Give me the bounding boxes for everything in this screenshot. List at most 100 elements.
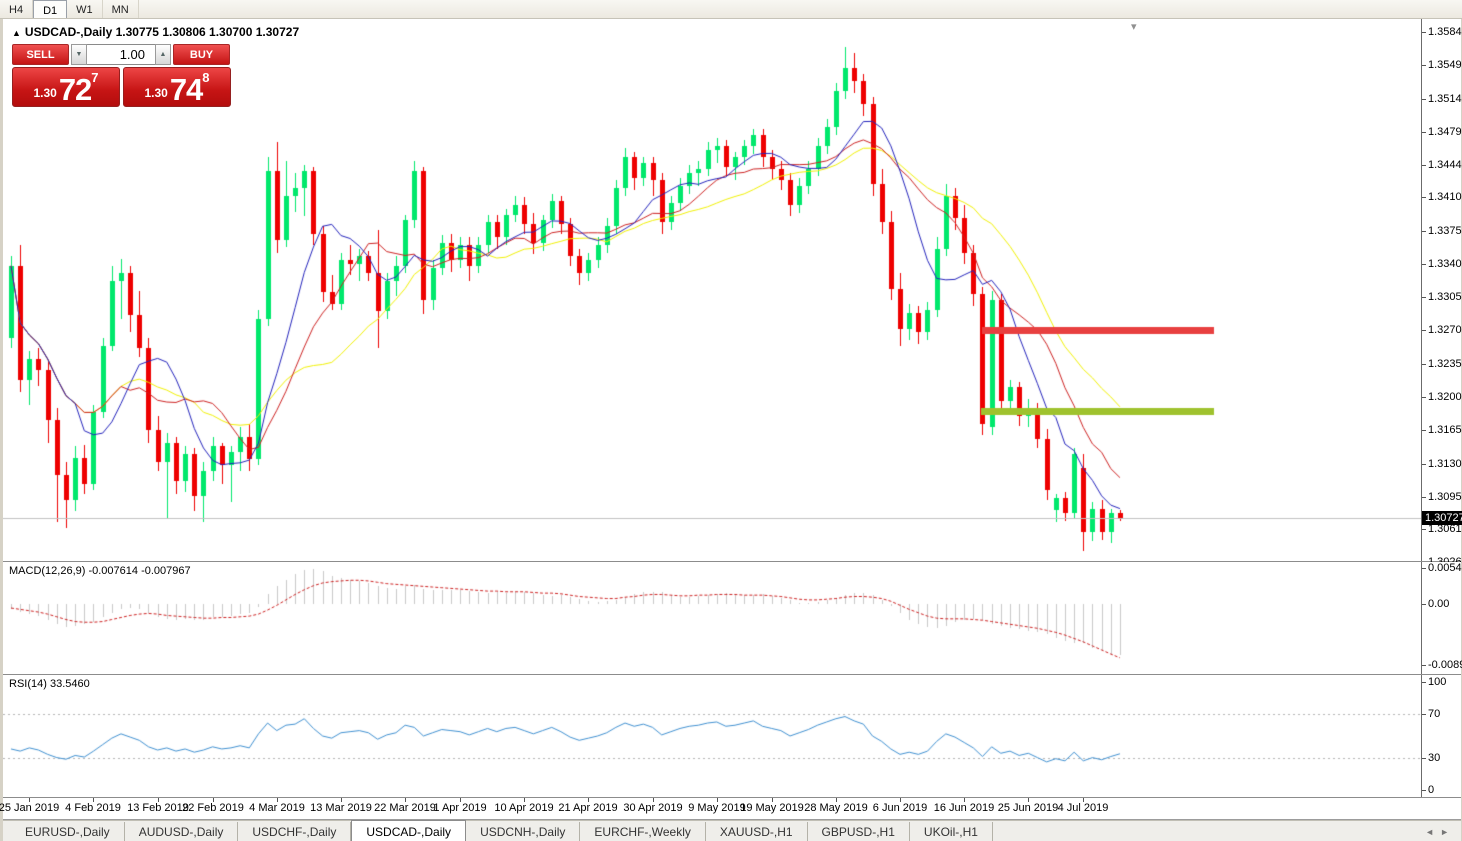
- time-axis-label: 25 Jun 2019: [997, 802, 1059, 814]
- time-axis-tick-mark: [588, 798, 589, 802]
- time-axis-label: 6 Jun 2019: [872, 802, 928, 814]
- time-axis-label: 13 Mar 2019: [310, 802, 372, 814]
- timeframe-button-d1[interactable]: D1: [33, 0, 68, 18]
- price-axis-tick: 1.35840: [1422, 26, 1462, 38]
- price-axis-tick: 1.33750: [1422, 225, 1462, 237]
- rsi-axis-tick: 0: [1422, 784, 1434, 796]
- price-axis-tick: 1.32350: [1422, 358, 1462, 370]
- chart-tab-gbpusdh1[interactable]: GBPUSD-,H1: [808, 822, 910, 841]
- one-click-trading-panel: SELL ▼ ▲ BUY 1.30 72 7 1.30 74 8: [12, 44, 234, 107]
- price-axis-tick: 1.34440: [1422, 159, 1462, 171]
- rsi-pane: RSI(14) 33.5460 100 70 30 0: [3, 675, 1461, 798]
- time-axis-tick-mark: [277, 798, 278, 802]
- sell-price-prefix: 1.30: [33, 86, 57, 100]
- tab-scroll-right-icon[interactable]: ►: [1440, 827, 1455, 837]
- chart-shift-marker-icon[interactable]: ▾: [1131, 21, 1137, 33]
- time-axis-label: 4 Jul 2019: [1057, 802, 1109, 814]
- time-axis-label: 1 Apr 2019: [433, 802, 487, 814]
- macd-label: MACD(12,26,9) -0.007614 -0.007967: [9, 565, 191, 577]
- sell-button[interactable]: SELL: [12, 44, 69, 65]
- macd-chart-canvas[interactable]: [3, 562, 1425, 675]
- time-axis-tick-mark: [29, 798, 30, 802]
- lot-decrease-button[interactable]: ▼: [71, 44, 87, 65]
- time-axis-tick-mark: [772, 798, 773, 802]
- chart-window: ▲ USDCAD-,Daily 1.30775 1.30806 1.30700 1…: [0, 19, 1462, 841]
- price-axis-tick: 1.33050: [1422, 291, 1462, 303]
- time-axis-tick-mark: [405, 798, 406, 802]
- time-axis-tick-mark: [653, 798, 654, 802]
- price-axis-tick: 1.31650: [1422, 424, 1462, 436]
- time-axis-tick-mark: [341, 798, 342, 802]
- price-axis-tick: 1.30610: [1422, 523, 1462, 535]
- time-axis-label: 30 Apr 2019: [623, 802, 683, 814]
- time-axis-label: 22 Feb 2019: [182, 802, 244, 814]
- chart-tab-eurchfweekly[interactable]: EURCHF-,Weekly: [580, 822, 706, 841]
- time-axis-tick-mark: [93, 798, 94, 802]
- time-axis[interactable]: 25 Jan 2019 4 Feb 2019 13 Feb 2019 22 Feb 2…: [0, 798, 1461, 820]
- chart-tab-usdcnhdaily[interactable]: USDCNH-,Daily: [466, 822, 581, 841]
- timeframe-button-mn[interactable]: MN: [103, 0, 139, 18]
- time-axis-tick-mark: [1028, 798, 1029, 802]
- rsi-axis[interactable]: 100 70 30 0: [1421, 675, 1461, 797]
- time-axis-label: 4 Feb 2019: [65, 802, 121, 814]
- time-axis-tick-mark: [717, 798, 718, 802]
- rsi-axis-tick: 100: [1422, 676, 1446, 688]
- time-axis-label: 25 Jan 2019: [0, 802, 60, 814]
- price-chart-canvas[interactable]: [3, 19, 1425, 562]
- time-axis-label: 13 Feb 2019: [127, 802, 189, 814]
- lot-size-input[interactable]: [87, 44, 155, 65]
- tab-scroll-arrows[interactable]: ◄►: [1425, 827, 1455, 837]
- chart-tab-eurusddaily[interactable]: EURUSD-,Daily: [11, 822, 125, 841]
- time-axis-tick-mark: [158, 798, 159, 802]
- buy-quote-panel[interactable]: 1.30 74 8: [123, 67, 231, 107]
- buy-price-pip: 8: [202, 70, 210, 85]
- time-axis-tick-mark: [964, 798, 965, 802]
- time-axis-tick-mark: [524, 798, 525, 802]
- macd-axis[interactable]: 0.005484 0.00 -0.00897: [1421, 562, 1462, 674]
- chart-tab-xauusdh1[interactable]: XAUUSD-,H1: [706, 822, 808, 841]
- chart-tab-usdcaddaily[interactable]: USDCAD-,Daily: [351, 820, 467, 841]
- lot-increase-button[interactable]: ▲: [155, 44, 171, 65]
- time-axis-label: 28 May 2019: [804, 802, 868, 814]
- price-axis-tick: 1.33400: [1422, 258, 1462, 270]
- current-price-tag: 1.30727: [1422, 510, 1462, 525]
- time-axis-tick-mark: [836, 798, 837, 802]
- time-axis-label: 19 May 2019: [740, 802, 804, 814]
- price-axis-tick: 1.35140: [1422, 93, 1462, 105]
- buy-button[interactable]: BUY: [173, 44, 230, 65]
- macd-axis-tick: -0.00897: [1422, 659, 1462, 671]
- collapse-triangle-icon[interactable]: ▲: [12, 28, 21, 38]
- time-axis-tick-mark: [460, 798, 461, 802]
- price-axis-tick: 1.34100: [1422, 191, 1462, 203]
- timeframe-button-w1[interactable]: W1: [67, 0, 103, 18]
- sell-quote-panel[interactable]: 1.30 72 7: [12, 67, 120, 107]
- price-axis-tick: 1.32700: [1422, 324, 1462, 336]
- rsi-label: RSI(14) 33.5460: [9, 678, 90, 690]
- time-axis-tick-mark: [900, 798, 901, 802]
- timeframe-button-h4[interactable]: H4: [0, 0, 34, 18]
- macd-axis-tick: 0.005484: [1422, 562, 1462, 574]
- time-axis-tick-mark: [213, 798, 214, 802]
- rsi-axis-tick: 30: [1422, 752, 1440, 764]
- price-axis-tick: 1.35490: [1422, 59, 1462, 71]
- chart-tab-usdchfdaily[interactable]: USDCHF-,Daily: [238, 822, 352, 841]
- chart-title: ▲ USDCAD-,Daily 1.30775 1.30806 1.30700 1…: [12, 25, 299, 39]
- sell-price-big: 72: [58, 71, 92, 107]
- timeframe-toolbar: H4 D1 W1 MN: [0, 0, 1462, 19]
- time-axis-label: 10 Apr 2019: [494, 802, 554, 814]
- rsi-chart-canvas[interactable]: [3, 675, 1425, 798]
- chart-tab-ukoilh1[interactable]: UKOil-,H1: [910, 822, 993, 841]
- sell-price-pip: 7: [91, 70, 99, 85]
- chart-title-text: USDCAD-,Daily 1.30775 1.30806 1.30700 1.…: [24, 25, 300, 39]
- price-axis[interactable]: 1.30727 1.35840 1.35490 1.35140 1.34790 1.34…: [1421, 19, 1462, 568]
- macd-pane: MACD(12,26,9) -0.007614 -0.007967 0.0054…: [3, 562, 1462, 675]
- price-axis-tick: 1.31300: [1422, 458, 1462, 470]
- chart-tab-audusddaily[interactable]: AUDUSD-,Daily: [125, 822, 239, 841]
- price-pane: ▲ USDCAD-,Daily 1.30775 1.30806 1.30700 1…: [3, 19, 1462, 568]
- tab-scroll-left-icon[interactable]: ◄: [1425, 827, 1441, 837]
- price-axis-tick: 1.32000: [1422, 391, 1462, 403]
- time-axis-label: 21 Apr 2019: [558, 802, 618, 814]
- macd-axis-tick: 0.00: [1422, 598, 1449, 610]
- time-axis-label: 4 Mar 2019: [249, 802, 305, 814]
- buy-price-prefix: 1.30: [144, 86, 168, 100]
